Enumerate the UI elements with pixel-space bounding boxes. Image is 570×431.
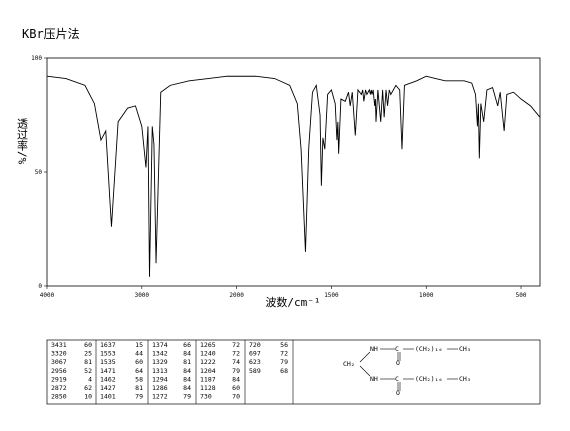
peak-wavenumber: 1187 — [200, 375, 216, 383]
structure-text: O — [396, 389, 400, 397]
peak-wavenumber: 1265 — [200, 341, 216, 349]
structure-text: (CH₂)₁₆ — [415, 375, 442, 383]
peak-wavenumber: 1535 — [100, 358, 116, 366]
plot-frame — [46, 57, 541, 287]
peak-wavenumber: 1329 — [152, 358, 168, 366]
y-tick-label: 50 — [35, 169, 43, 176]
peak-wavenumber: 1637 — [100, 341, 116, 349]
peak-wavenumber: 697 — [249, 350, 261, 358]
peak-transmittance: 52 — [84, 367, 92, 375]
peak-transmittance: 62 — [84, 384, 92, 392]
peak-transmittance: 58 — [135, 375, 143, 383]
table-frame — [46, 339, 541, 405]
peak-transmittance: 60 — [232, 384, 240, 392]
peak-wavenumber: 1342 — [152, 350, 168, 358]
peak-transmittance: 4 — [88, 375, 92, 383]
peak-transmittance: 72 — [232, 341, 240, 349]
peak-transmittance: 84 — [232, 375, 240, 383]
peak-transmittance: 81 — [183, 358, 191, 366]
x-tick-label: 500 — [516, 292, 527, 299]
structure-bonds — [359, 348, 458, 391]
peak-transmittance: 84 — [183, 384, 191, 392]
peak-wavenumber: 589 — [249, 367, 261, 375]
structure-text: C — [395, 345, 399, 353]
peak-wavenumber: 720 — [249, 341, 261, 349]
peak-transmittance: 79 — [135, 393, 143, 401]
peak-wavenumber: 1272 — [152, 393, 168, 401]
spectrum-line — [46, 75, 541, 277]
peak-wavenumber: 1313 — [152, 367, 168, 375]
peak-wavenumber: 3067 — [51, 358, 67, 366]
peak-wavenumber: 1553 — [100, 350, 116, 358]
peak-wavenumber: 3431 — [51, 341, 67, 349]
peak-wavenumber: 730 — [200, 393, 212, 401]
x-tick-label: 1000 — [419, 292, 434, 299]
peak-wavenumber: 2919 — [51, 375, 67, 383]
structure-text: CH₂ — [343, 360, 355, 368]
peak-transmittance: 84 — [183, 350, 191, 358]
peak-transmittance: 84 — [183, 375, 191, 383]
structure-text: NH — [370, 375, 378, 383]
peak-wavenumber: 1462 — [100, 375, 116, 383]
structure-text: NH — [370, 345, 378, 353]
peak-wavenumber: 2956 — [51, 367, 67, 375]
peak-wavenumber: 623 — [249, 358, 261, 366]
peak-wavenumber: 1471 — [100, 367, 116, 375]
peak-wavenumber: 2850 — [51, 393, 67, 401]
x-tick-label: 3000 — [135, 292, 150, 299]
peak-transmittance: 66 — [183, 341, 191, 349]
peak-transmittance: 10 — [84, 393, 92, 401]
peak-wavenumber: 1374 — [152, 341, 168, 349]
peak-transmittance: 84 — [183, 367, 191, 375]
peak-transmittance: 25 — [84, 350, 92, 358]
y-tick-label: 0 — [38, 283, 42, 290]
y-tick-label: 100 — [31, 55, 42, 62]
x-tick-label: 1500 — [324, 292, 339, 299]
peak-transmittance: 79 — [280, 358, 288, 366]
peak-transmittance: 56 — [280, 341, 288, 349]
peak-transmittance: 15 — [135, 341, 143, 349]
peak-wavenumber: 1204 — [200, 367, 216, 375]
peak-transmittance: 79 — [232, 367, 240, 375]
peak-wavenumber: 1294 — [152, 375, 168, 383]
peak-transmittance: 81 — [84, 358, 92, 366]
peak-transmittance: 44 — [135, 350, 143, 358]
y-axis-label: 透过率/% — [16, 118, 29, 165]
peak-transmittance: 79 — [183, 393, 191, 401]
structure-text: CH₃ — [459, 345, 471, 353]
structure-text: O — [396, 359, 400, 367]
peak-wavenumber: 1427 — [100, 384, 116, 392]
structure-text: C — [395, 375, 399, 383]
peak-wavenumber: 1286 — [152, 384, 168, 392]
peak-wavenumber: 3320 — [51, 350, 67, 358]
peak-transmittance: 74 — [232, 358, 240, 366]
peak-transmittance: 68 — [280, 367, 288, 375]
peak-wavenumber: 1128 — [200, 384, 216, 392]
chart-title: KBr压片法 — [22, 27, 80, 41]
peak-wavenumber: 1240 — [200, 350, 216, 358]
peak-transmittance: 60 — [135, 358, 143, 366]
structure-text: (CH₂)₁₆ — [415, 345, 442, 353]
peak-transmittance: 81 — [135, 384, 143, 392]
peak-wavenumber: 1222 — [200, 358, 216, 366]
peak-wavenumber: 1401 — [100, 393, 116, 401]
peak-transmittance: 60 — [84, 341, 92, 349]
x-axis-label: 波数/cm⁻¹ — [265, 296, 320, 309]
table-dividers — [95, 340, 294, 404]
structure-text: CH₃ — [459, 375, 471, 383]
peak-transmittance: 72 — [280, 350, 288, 358]
peak-wavenumber: 2872 — [51, 384, 67, 392]
x-tick-label: 4000 — [40, 292, 55, 299]
peak-transmittance: 72 — [232, 350, 240, 358]
x-tick-label: 2000 — [229, 292, 244, 299]
peak-transmittance: 64 — [135, 367, 143, 375]
peak-transmittance: 70 — [232, 393, 240, 401]
